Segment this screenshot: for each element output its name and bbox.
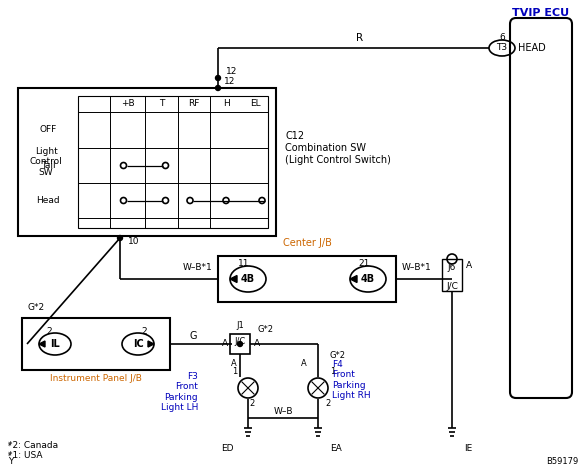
Text: RF: RF [188,99,200,108]
Text: EL: EL [250,99,260,108]
Bar [442,259,462,291]
Polygon shape [148,341,154,347]
Text: *1: USA: *1: USA [8,452,43,461]
Text: J/C: J/C [234,337,246,346]
Text: *: * [8,453,11,459]
Text: *2: Canada: *2: Canada [8,441,58,450]
Text: J/C: J/C [446,282,458,291]
Text: G*2: G*2 [258,325,274,334]
Text: 12: 12 [224,78,236,87]
Text: H: H [223,99,229,108]
Text: F3
Front
Parking
Light LH: F3 Front Parking Light LH [161,372,198,412]
Text: 2: 2 [325,399,331,408]
Text: Y: Y [8,457,13,466]
Text: A: A [301,359,307,368]
Text: OFF: OFF [39,125,57,135]
Text: Tail: Tail [40,161,55,170]
Text: W–B: W–B [273,407,293,416]
Text: J6: J6 [448,263,456,272]
Text: 4B: 4B [361,274,375,284]
Text: T: T [159,99,164,108]
Text: 6: 6 [499,32,505,41]
Bar [230,334,250,354]
Text: T3: T3 [496,43,507,52]
Text: A: A [222,340,228,349]
Polygon shape [230,276,237,283]
Text: TVIP ECU: TVIP ECU [512,8,570,18]
Text: 12: 12 [226,67,237,76]
Bar [218,256,396,302]
Text: 4B: 4B [241,274,255,284]
Text: ED: ED [222,444,234,453]
Text: 21: 21 [358,259,370,268]
Text: G*2: G*2 [330,351,346,360]
Circle shape [118,236,122,241]
Text: W–B*1: W–B*1 [182,263,212,273]
Text: 10: 10 [128,237,139,246]
Bar [78,96,268,228]
Text: W–B*1: W–B*1 [402,263,432,273]
Text: 1: 1 [231,367,237,376]
Text: 1: 1 [330,367,335,376]
Text: EA: EA [330,444,342,453]
Text: Center J/B: Center J/B [282,238,332,248]
Text: 11: 11 [239,259,250,268]
Text: Head: Head [36,196,60,205]
Text: Instrument Panel J/B: Instrument Panel J/B [50,374,142,383]
Text: R: R [356,33,363,43]
Bar [22,318,170,370]
Text: IE: IE [464,444,472,453]
Text: B59179: B59179 [546,457,578,466]
Text: A: A [466,260,472,269]
Text: +B: +B [121,99,134,108]
Text: 2: 2 [250,399,255,408]
Text: 2: 2 [46,326,52,335]
Polygon shape [39,341,45,347]
Bar [18,88,276,236]
Text: *: * [8,443,11,449]
Circle shape [216,86,220,90]
Text: G: G [190,331,197,341]
Text: J1: J1 [236,321,244,330]
Text: HEAD: HEAD [518,43,546,53]
Text: 2: 2 [141,326,147,335]
Polygon shape [350,276,357,283]
Text: A: A [231,359,237,368]
Circle shape [237,341,243,347]
Text: Light
Control
SW: Light Control SW [30,147,62,177]
Text: G*2: G*2 [28,303,45,312]
Text: F4
Front
Parking
Light RH: F4 Front Parking Light RH [332,360,370,400]
Text: C12
Combination SW
(Light Control Switch): C12 Combination SW (Light Control Switch… [285,131,391,164]
Text: IC: IC [132,339,144,349]
Circle shape [216,75,220,81]
Text: A: A [254,340,260,349]
Text: IL: IL [50,339,60,349]
